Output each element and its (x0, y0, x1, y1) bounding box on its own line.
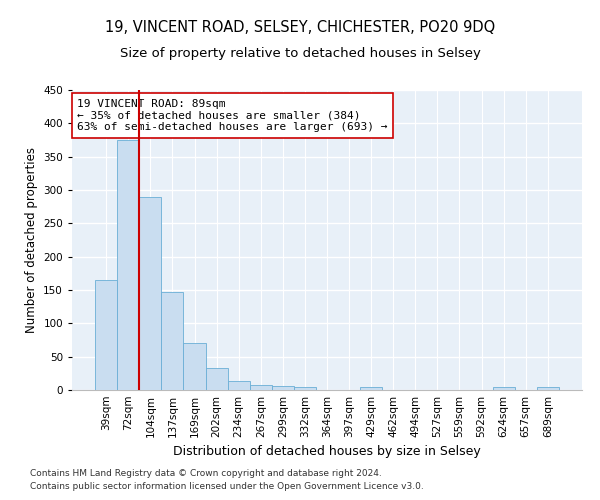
Bar (227, 380, 250, 390)
Text: 19 VINCENT ROAD: 89sqm
← 35% of detached houses are smaller (384)
63% of semi-de: 19 VINCENT ROAD: 89sqm ← 35% of detached… (77, 99, 388, 132)
Bar (360, 388, 382, 390)
Bar (294, 388, 316, 390)
Bar (493, 388, 515, 390)
Text: Size of property relative to detached houses in Selsey: Size of property relative to detached ho… (119, 48, 481, 60)
Y-axis label: Number of detached properties: Number of detached properties (25, 147, 38, 333)
Bar (272, 386, 294, 390)
Bar (95, 280, 117, 390)
Text: Contains HM Land Registry data © Crown copyright and database right 2024.: Contains HM Land Registry data © Crown c… (30, 468, 382, 477)
Bar (206, 368, 227, 390)
Bar (250, 386, 272, 390)
Bar (161, 292, 184, 390)
Bar (117, 140, 139, 390)
Text: 19, VINCENT ROAD, SELSEY, CHICHESTER, PO20 9DQ: 19, VINCENT ROAD, SELSEY, CHICHESTER, PO… (105, 20, 495, 35)
Bar (537, 388, 559, 390)
Bar (139, 196, 161, 390)
Bar (184, 344, 206, 390)
X-axis label: Distribution of detached houses by size in Selsey: Distribution of detached houses by size … (173, 446, 481, 458)
Text: Contains public sector information licensed under the Open Government Licence v3: Contains public sector information licen… (30, 482, 424, 491)
